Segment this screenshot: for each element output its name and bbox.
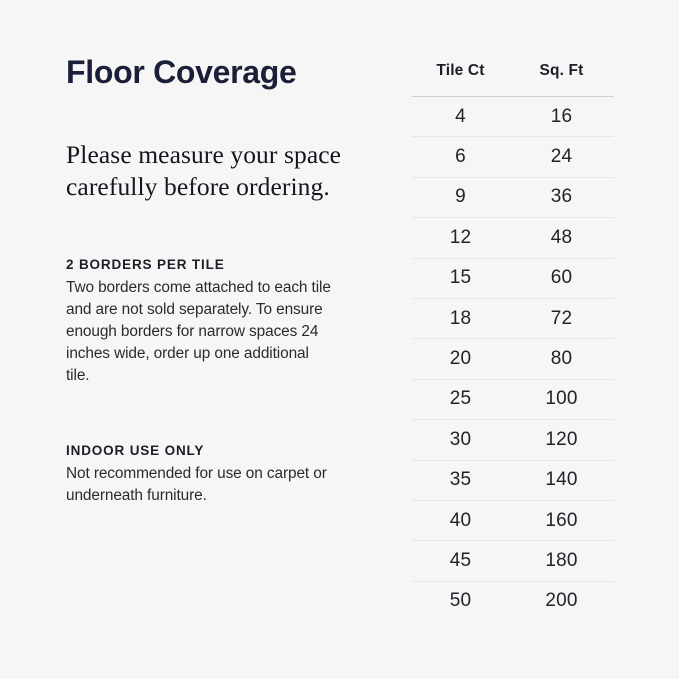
cell-tile-count: 4: [412, 96, 509, 138]
cell-square-feet: 120: [509, 419, 614, 461]
cell-tile-count: 50: [449, 590, 472, 612]
column-header-square-feet: Sq. Ft: [509, 62, 614, 97]
left-content-column: Floor Coverage Please measure your space…: [66, 54, 366, 507]
cell-square-feet: 160: [509, 500, 614, 542]
coverage-table-head: Tile Ct Sq. Ft: [412, 62, 614, 97]
note-block-indoor: INDOOR USE ONLY Not recommended for use …: [66, 442, 334, 507]
table-row: 40 160: [412, 500, 614, 542]
column-header-tile-count: Tile Ct: [412, 62, 509, 97]
coverage-table-body: 4 16 6 24 9 36 12 48 15 60 18 72 20 80 25 100 30 120 35 140…: [412, 96, 614, 622]
table-row: 4 16: [412, 96, 614, 138]
table-row: 50 200: [412, 581, 614, 621]
cell-tile-count: 18: [412, 298, 509, 340]
table-row: 12 48: [412, 217, 614, 259]
table-row: 6 24: [412, 136, 614, 178]
cell-tile-count: 35: [412, 460, 509, 501]
cell-square-feet: 100: [509, 379, 614, 421]
table-row: 35 140: [412, 460, 614, 501]
table-row: 30 120: [412, 419, 614, 461]
coverage-table: Tile Ct Sq. Ft 4 16 6 24 9 36 12 48 15 60 18 72 20 80…: [412, 62, 614, 621]
cell-tile-count: 6: [412, 136, 509, 178]
table-row: 20 80: [412, 338, 614, 380]
coverage-table-container: Tile Ct Sq. Ft 4 16 6 24 9 36 12 48 15 60 18 72 20 80…: [412, 62, 614, 621]
note-body-indoor: Not recommended for use on carpet or und…: [66, 465, 327, 505]
table-row: 25 100: [412, 379, 614, 421]
table-header-row: Tile Ct Sq. Ft: [412, 62, 614, 97]
note-block-borders: 2 BORDERS PER TILE Two borders come atta…: [66, 256, 334, 387]
page-title: Floor Coverage: [66, 54, 297, 90]
cell-tile-count: 30: [412, 419, 509, 461]
cell-tile-count: 9: [412, 177, 509, 219]
table-row: 15 60: [412, 258, 614, 299]
cell-tile-count: 45: [412, 540, 509, 582]
cell-square-feet: 60: [509, 258, 614, 299]
table-row: 9 36: [412, 177, 614, 219]
cell-square-feet: 180: [509, 540, 614, 582]
note-heading-indoor: INDOOR USE ONLY: [66, 443, 205, 459]
cell-tile-count: 20: [412, 338, 509, 380]
cell-square-feet: 200: [545, 590, 578, 612]
cell-tile-count: 25: [412, 379, 509, 421]
cell-square-feet: 80: [509, 338, 614, 380]
table-row: 18 72: [412, 298, 614, 340]
cell-square-feet: 16: [509, 96, 614, 138]
cell-tile-count: 40: [412, 500, 509, 542]
lede-paragraph: Please measure your space carefully befo…: [66, 139, 342, 202]
cell-square-feet: 140: [509, 460, 614, 501]
cell-square-feet: 36: [509, 177, 614, 219]
cell-square-feet: 24: [509, 136, 614, 178]
cell-square-feet: 72: [509, 298, 614, 340]
cell-square-feet: 48: [509, 217, 614, 259]
cell-tile-count: 15: [412, 258, 509, 299]
note-heading-borders: 2 BORDERS PER TILE: [66, 257, 225, 273]
note-body-borders: Two borders come attached to each tile a…: [66, 278, 331, 385]
table-row: 45 180: [412, 540, 614, 582]
cell-tile-count: 12: [412, 217, 509, 259]
